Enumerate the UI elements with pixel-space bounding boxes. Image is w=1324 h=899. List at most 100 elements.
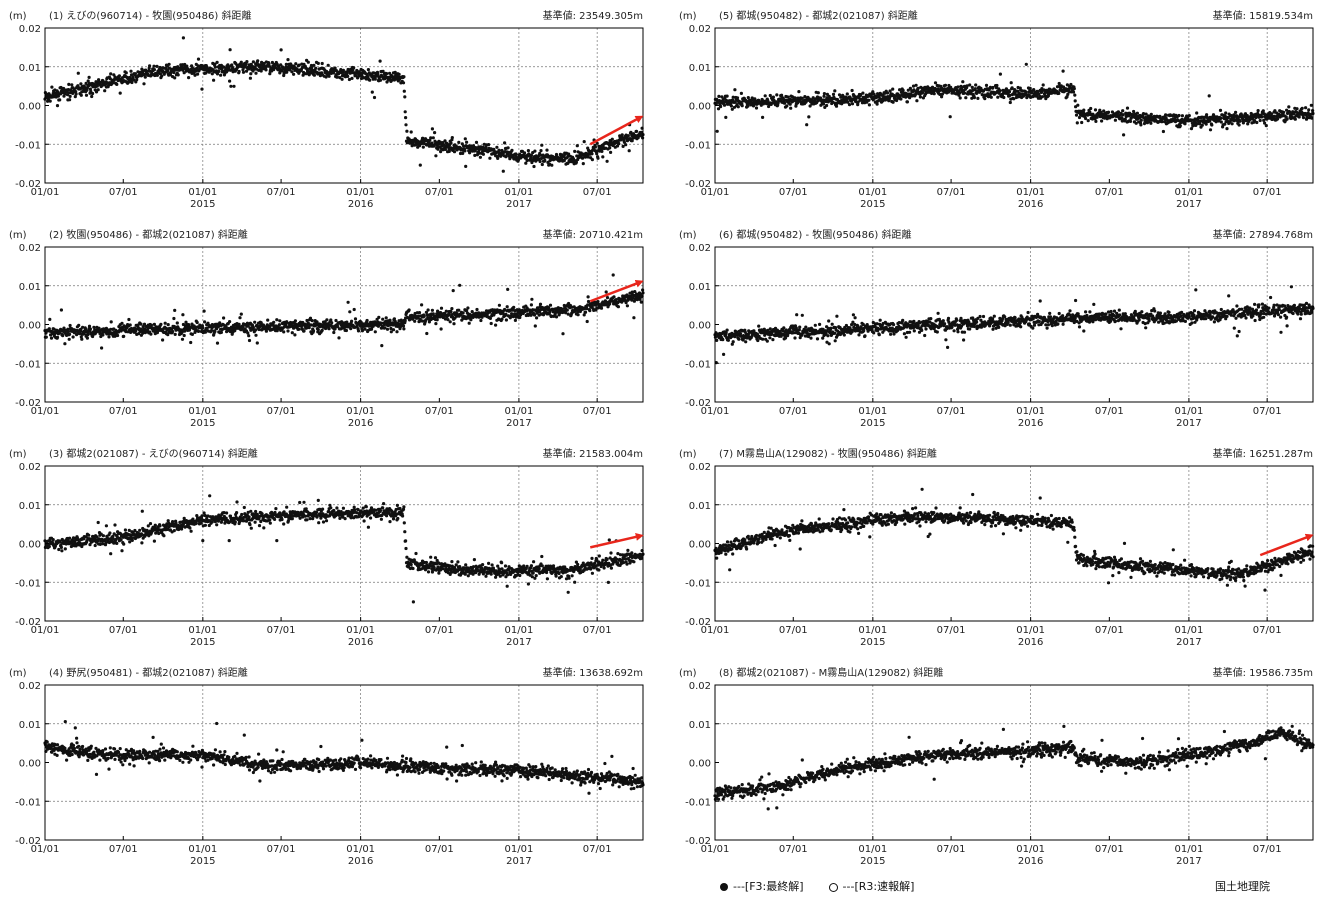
data-point [286,58,290,62]
data-point [420,303,424,307]
trend-arrow [589,115,644,146]
data-point [461,311,465,315]
data-point [503,141,507,145]
data-point [335,75,339,79]
data-point [280,517,284,522]
data-point [81,744,85,749]
data-point [472,558,476,562]
data-point [320,61,324,66]
data-point [109,552,113,556]
data-point [402,521,406,525]
data-point [350,513,354,518]
data-point [616,305,621,309]
data-point [404,116,408,120]
data-point [372,95,377,100]
data-point [282,330,286,334]
y-tick-label: -0.01 [15,359,41,370]
unit-label: (m) [9,449,27,460]
data-point [161,338,165,342]
data-point [369,516,373,520]
data-point [378,59,382,63]
data-point [267,62,271,66]
data-point [266,318,270,322]
data-point [317,769,321,774]
data-point [458,283,462,287]
x-tick-label: 01/01 [31,187,60,198]
data-point [84,81,88,85]
data-point [254,509,258,514]
data-point [504,155,508,159]
data-point [557,159,562,163]
data-point [52,327,56,331]
data-point [71,743,76,748]
data-point [254,71,258,75]
data-point [545,577,550,581]
data-point [464,563,468,567]
data-point [629,130,633,134]
data-point [176,73,180,77]
data-point [590,571,595,575]
data-point [363,327,367,331]
data-point [439,150,443,154]
data-point [188,526,192,530]
data-point [272,320,276,324]
data-point [381,506,385,510]
data-point [96,520,100,525]
data-point [88,87,92,91]
data-point [267,64,271,68]
data-point [229,84,233,88]
data-point [70,83,74,87]
data-point [324,75,328,79]
data-point [159,742,163,746]
data-point [595,152,599,156]
data-point [605,557,609,562]
data-point [441,141,445,145]
data-point [171,520,175,524]
data-point [324,764,328,768]
data-point [140,541,144,545]
data-point [543,158,547,162]
data-point [539,156,544,161]
data-point [403,110,407,114]
data-point [151,735,155,740]
data-point [132,78,136,82]
data-point [489,572,493,576]
data-point [245,60,249,64]
data-point [347,77,351,82]
data-point [117,74,121,78]
data-point [475,307,479,312]
y-tick-label: 0.02 [19,24,41,35]
data-point [391,517,396,521]
data-point [487,561,491,566]
data-point [249,509,253,513]
data-point [190,332,194,336]
data-point [96,88,100,92]
y-tick-label: 0.00 [19,102,41,113]
data-point [89,744,93,748]
data-point [270,60,274,65]
data-point [522,151,527,155]
data-point [609,140,613,144]
data-point [108,531,112,535]
x-tick-label: 01/01 [504,406,533,417]
data-point [86,758,90,763]
data-point [421,145,425,149]
data-point [248,76,252,80]
data-point [210,72,214,76]
data-point [142,82,146,86]
data-point [181,36,185,40]
data-point [457,140,461,144]
data-point [489,321,493,326]
data-point [532,560,536,564]
data-point [319,744,323,749]
data-point [422,314,426,318]
data-point [70,752,74,757]
data-point [253,320,257,324]
data-point [433,131,437,135]
data-point [74,92,78,96]
data-point [573,580,577,584]
data-point [228,48,232,52]
unit-label: (m) [9,11,27,22]
data-point [595,141,599,145]
data-point [439,327,443,331]
